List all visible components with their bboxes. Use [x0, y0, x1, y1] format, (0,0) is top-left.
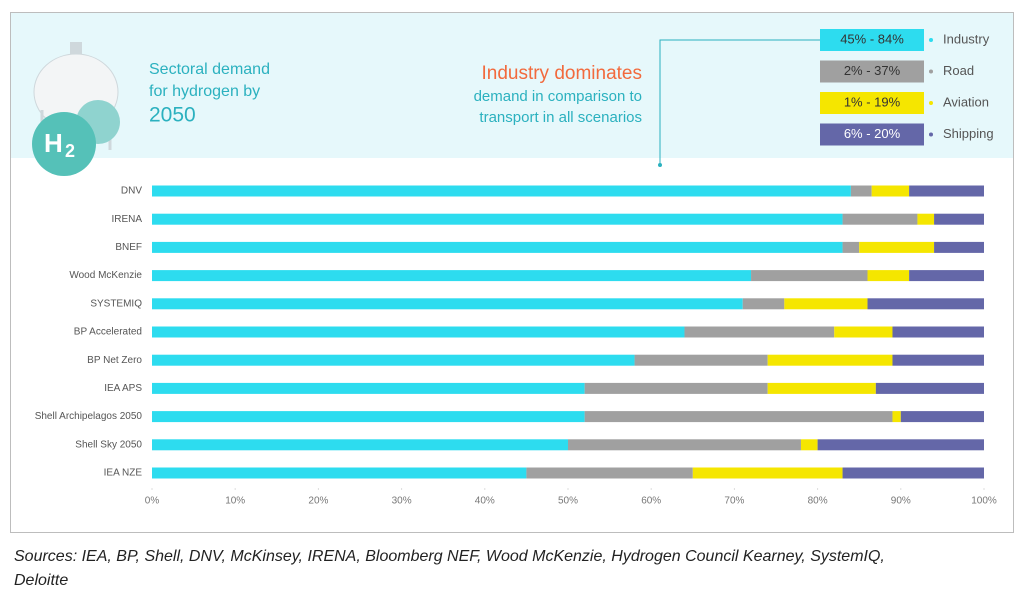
- subtitle-line: transport in all scenarios: [479, 109, 642, 126]
- x-tick-label: 40%: [475, 496, 495, 507]
- legend-label: Shipping: [943, 126, 994, 141]
- x-tick-label: 0%: [145, 496, 160, 507]
- bar-segment: [867, 298, 984, 310]
- bar-segment: [909, 185, 984, 197]
- bar-segment: [152, 411, 585, 423]
- x-tick-label: 80%: [808, 496, 828, 507]
- x-tick-label: 10%: [225, 496, 245, 507]
- bar-segment: [767, 354, 893, 366]
- bar-segment: [152, 185, 851, 197]
- bar-segment: [152, 241, 843, 253]
- bar-segment: [152, 298, 743, 310]
- bar-segment: [800, 439, 818, 451]
- bar-segment: [900, 411, 984, 423]
- title-line: for hydrogen by: [149, 83, 260, 100]
- title-line: 2050: [149, 104, 196, 127]
- legend-range: 1% - 19%: [844, 94, 901, 109]
- title-line: Sectoral demand: [149, 61, 270, 78]
- y-tick-label: Shell Sky 2050: [75, 439, 142, 450]
- bar-segment: [892, 354, 984, 366]
- bar-segment: [875, 382, 984, 394]
- bar-segment: [871, 185, 910, 197]
- bar-segment: [152, 326, 685, 338]
- legend-label: Industry: [943, 31, 990, 46]
- bar-segment: [584, 382, 768, 394]
- bar-segment: [917, 213, 935, 225]
- icon-label: H: [44, 128, 63, 158]
- bar-segment: [568, 439, 801, 451]
- sources-line: Deloitte: [14, 572, 68, 589]
- bar-segment: [892, 326, 984, 338]
- bar-segment: [742, 298, 785, 310]
- bar-segment: [892, 411, 901, 423]
- y-tick-label: IEA APS: [104, 383, 142, 394]
- y-tick-label: IRENA: [111, 214, 142, 225]
- bar-segment: [842, 467, 984, 479]
- y-tick-label: Shell Archipelagos 2050: [35, 411, 143, 422]
- x-tick-label: 90%: [891, 496, 911, 507]
- bar-segment: [817, 439, 984, 451]
- legend-dot: [929, 132, 933, 137]
- legend-label: Road: [943, 63, 974, 78]
- x-tick-label: 50%: [558, 496, 578, 507]
- legend-swatch: [820, 123, 924, 146]
- y-tick-label: SYSTEMIQ: [90, 298, 142, 309]
- connector: [659, 39, 820, 165]
- x-tick-label: 100%: [971, 496, 997, 507]
- bar-segment: [692, 467, 843, 479]
- bar-segment: [152, 270, 752, 282]
- x-tick-label: 70%: [724, 496, 744, 507]
- bar-segment: [842, 241, 860, 253]
- legend-dot: [929, 69, 933, 74]
- bar-segment: [834, 326, 893, 338]
- bar-segment: [767, 382, 876, 394]
- bar-segment: [909, 270, 984, 282]
- bar-segment: [867, 270, 910, 282]
- x-tick-label: 20%: [308, 496, 328, 507]
- legend-range: 2% - 37%: [844, 63, 901, 78]
- legend-range: 45% - 84%: [840, 31, 904, 46]
- y-tick-label: Wood McKenzie: [69, 270, 142, 281]
- bar-segment: [152, 213, 843, 225]
- bar-segment: [751, 270, 868, 282]
- subtitle-line: demand in comparison to: [474, 88, 642, 105]
- y-tick-label: BP Net Zero: [87, 355, 142, 366]
- connector-dot: [658, 163, 662, 167]
- x-tick-label: 30%: [392, 496, 412, 507]
- sources-line: Sources: IEA, BP, Shell, DNV, McKinsey, …: [14, 548, 885, 565]
- y-tick-label: BNEF: [115, 242, 142, 253]
- bar-segment: [784, 298, 868, 310]
- bar-segment: [634, 354, 768, 366]
- bar-segment: [152, 354, 635, 366]
- y-tick-label: DNV: [121, 186, 142, 197]
- icon: H 2: [32, 42, 120, 176]
- bar-segment: [850, 185, 872, 197]
- legend-swatch: [820, 92, 924, 114]
- legend-dot: [929, 101, 933, 105]
- headline: Industry dominates: [481, 63, 642, 84]
- bar-segment: [584, 411, 893, 423]
- bar-segment: [859, 241, 935, 253]
- icon-subscript: 2: [65, 141, 75, 161]
- legend-range: 6% - 20%: [844, 126, 901, 141]
- bar-segment: [526, 467, 693, 479]
- x-tick-label: 60%: [641, 496, 661, 507]
- bar-segment: [684, 326, 835, 338]
- bar-segment: [934, 213, 984, 225]
- legend-swatch: [820, 60, 924, 83]
- legend-swatch: [820, 29, 924, 51]
- bar-segment: [152, 439, 568, 451]
- bar-segment: [842, 213, 918, 225]
- y-tick-label: IEA NZE: [104, 468, 143, 479]
- bar-segment: [152, 382, 585, 394]
- bar-segment: [934, 241, 984, 253]
- bar-segment: [152, 467, 527, 479]
- y-tick-label: BP Accelerated: [74, 327, 142, 338]
- legend-dot: [929, 38, 933, 42]
- legend-label: Aviation: [943, 94, 989, 109]
